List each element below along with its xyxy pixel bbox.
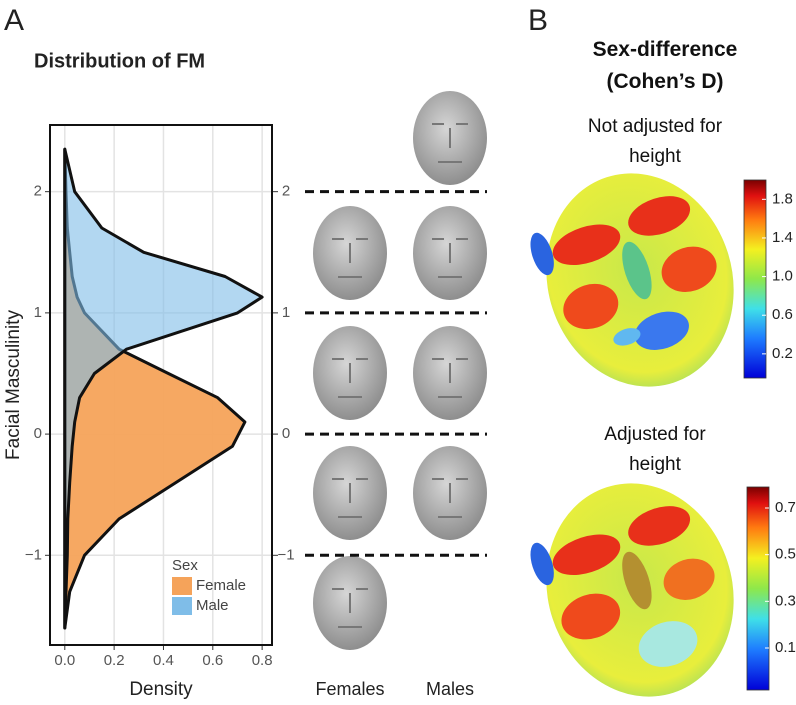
y-tick-label: 1 (282, 304, 290, 321)
colorbar-tick-label: 1.4 (772, 229, 793, 246)
face-feature (432, 238, 468, 278)
y-tick-label: 1 (34, 304, 42, 321)
colorbar-tick-label: 0.6 (772, 306, 793, 323)
face-feature (432, 478, 468, 518)
y-axis-label: Facial Masculinity (3, 310, 24, 460)
legend-title: Sex (172, 557, 198, 574)
faces (313, 91, 487, 650)
column-label: Males (426, 679, 474, 699)
chart-subtitle: Not adjusted for height (587, 116, 723, 167)
colorbar-tick-label: 1.8 (772, 190, 793, 207)
x-axis-label: Density (129, 679, 193, 700)
panel-title: Sex-difference (Cohen’s D) (592, 38, 738, 93)
x-tick-label: 0.6 (202, 652, 223, 669)
face-feature (332, 588, 368, 628)
plot-border (49, 124, 273, 646)
heatmap-faces (530, 173, 734, 697)
y-tick-label: 0 (34, 425, 42, 442)
y-tick-label: 2 (34, 183, 42, 200)
column-label: Females (315, 679, 384, 699)
panel-label: A (4, 4, 24, 37)
y-tick-label: −1 (277, 546, 294, 563)
y-tick-label: 2 (282, 183, 290, 200)
legend-label: Female (196, 577, 246, 594)
legend-swatch (172, 597, 192, 615)
legend-label: Male (196, 597, 229, 614)
colorbar-tick-label: 0.1 (775, 639, 796, 656)
panel-label: B (528, 4, 548, 37)
face-feature (432, 358, 468, 398)
face-feature (332, 238, 368, 278)
colorbar-tick-label: 0.3 (775, 592, 796, 609)
colorbar-tick-label: 0.7 (775, 499, 796, 516)
y-tick-label: −1 (25, 546, 42, 563)
chart-title: Distribution of FM (34, 50, 205, 72)
x-tick-label: 0.0 (54, 652, 75, 669)
colorbar (743, 179, 767, 379)
density-area (63, 147, 264, 630)
colorbar-tick-label: 1.0 (772, 268, 793, 285)
colorbar-tick-label: 0.2 (772, 345, 793, 362)
colorbar-tick-label: 0.5 (775, 546, 796, 563)
face-feature (332, 478, 368, 518)
colorbar (746, 486, 770, 691)
x-tick-label: 0.4 (153, 652, 174, 669)
x-tick-label: 0.8 (252, 652, 273, 669)
legend-swatch (172, 577, 192, 595)
face-feature (332, 358, 368, 398)
y-tick-label: 0 (282, 425, 290, 442)
chart-subtitle: Adjusted for height (604, 424, 706, 475)
face-feature (432, 123, 468, 163)
x-tick-label: 0.2 (104, 652, 125, 669)
